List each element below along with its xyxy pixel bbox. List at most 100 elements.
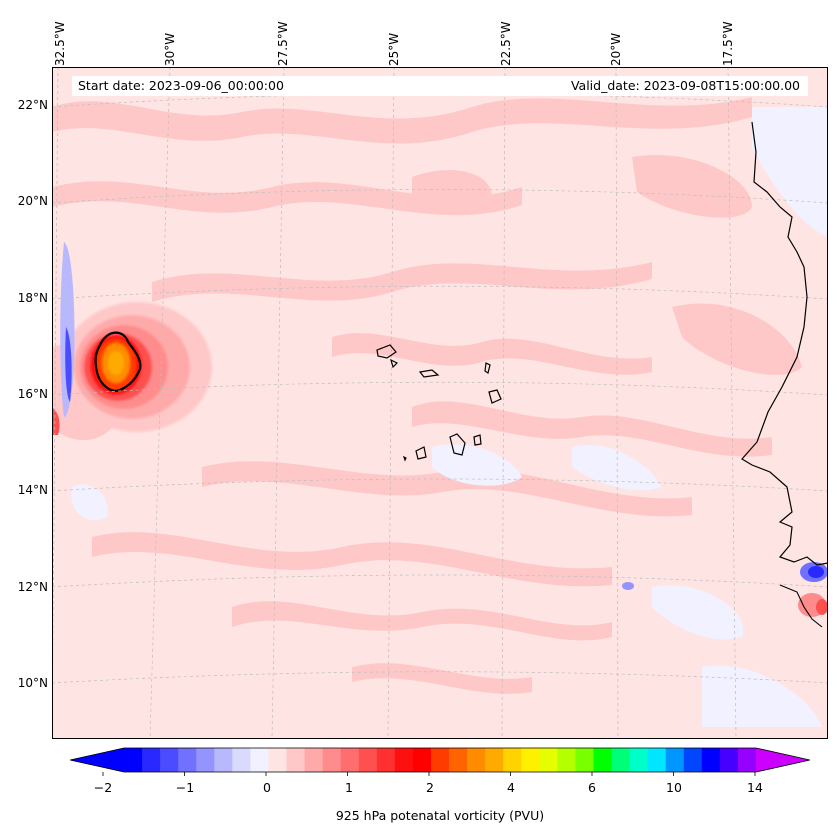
pv-contour-level: [108, 351, 124, 375]
longitude-label: 30°W: [163, 32, 177, 66]
pv-threshold-contour: [94, 331, 142, 392]
colorbar-segment: [593, 748, 613, 772]
colorbar-segment: [340, 748, 360, 772]
pv-streak: [232, 601, 612, 641]
colorbar-segment: [737, 748, 757, 772]
pv-streak: [52, 97, 752, 144]
colorbar-segment: [521, 748, 540, 772]
latitude-label: 18°N: [17, 291, 48, 305]
island: [390, 358, 399, 369]
colorbar-segment: [394, 748, 414, 772]
coastline-segment: [779, 584, 823, 628]
colorbar-tick-label: 2: [426, 780, 434, 795]
pv-low-contours: [52, 97, 802, 694]
date-header: Start date: 2023-09-06_00:00:00 Valid_da…: [72, 76, 808, 96]
pv-patch: [652, 585, 744, 640]
colorbar-segment: [124, 748, 143, 772]
colorbar-segment: [701, 748, 721, 772]
colorbar-tick-label: −1: [175, 780, 195, 795]
colorbar-tick-label: 4: [507, 780, 515, 795]
start-date-text: Start date: 2023-09-06_00:00:00: [78, 78, 284, 93]
pv-streak: [332, 333, 652, 375]
island: [376, 344, 397, 359]
pv-contour-level: [52, 407, 60, 435]
colorbar-segment: [358, 748, 378, 772]
colorbar-segment: [286, 748, 306, 772]
island: [488, 389, 502, 404]
colorbar-extend-low: [70, 748, 124, 772]
pv-streak: [202, 461, 692, 517]
pv-contour-level: [808, 566, 824, 578]
pv-streak: [92, 532, 612, 587]
pv-contour-level: [816, 599, 828, 615]
colorbar-tick-label: −2: [93, 780, 113, 795]
colorbar-segment: [322, 748, 342, 772]
island: [402, 455, 407, 462]
colorbar-segment: [449, 748, 468, 772]
colorbar-segment: [719, 748, 739, 772]
colorbar-segment: [304, 748, 324, 772]
colorbar-segment: [539, 748, 558, 772]
latitude-label: 12°N: [17, 580, 48, 594]
pv-streak: [412, 401, 772, 457]
colorbar-segment: [430, 748, 450, 772]
pv-patch: [71, 484, 108, 521]
pv-vortex: [62, 302, 212, 432]
longitude-label: 25°W: [387, 32, 401, 66]
colorbar-segment: [611, 748, 631, 772]
latitude-label: 10°N: [17, 676, 48, 690]
longitude-label: 27.5°W: [276, 21, 290, 66]
colorbar-segment: [485, 748, 504, 772]
pv-blob: [412, 169, 492, 213]
colorbar-tick-label: 10: [666, 780, 682, 795]
colorbar-segment: [250, 748, 270, 772]
colorbar-segment: [412, 748, 432, 772]
pv-patch: [752, 107, 828, 237]
pv-negative-band: [52, 242, 75, 435]
island: [449, 433, 466, 456]
pv-contour-level: [65, 327, 72, 402]
pv-streak: [352, 663, 532, 694]
longitude-label: 32.5°W: [53, 21, 67, 66]
pv-coastal-feature: [622, 562, 828, 617]
island: [415, 446, 427, 460]
cape-verde-islands: [376, 344, 502, 462]
africa-coastline: [741, 121, 828, 566]
colorbar-segment: [629, 748, 649, 772]
colorbar-segment: [503, 748, 522, 772]
pv-negative-patches: [71, 107, 828, 727]
latitude-label: 20°N: [17, 194, 48, 208]
colorbar-segment: [196, 748, 215, 772]
longitude-label: 17.5°W: [721, 21, 735, 66]
colorbar-segment: [232, 748, 251, 772]
colorbar-tick-label: 0: [263, 780, 271, 795]
colorbar-tick-label: 6: [588, 780, 596, 795]
latitude-label: 14°N: [17, 483, 48, 497]
colorbar-extend-high: [756, 748, 810, 772]
colorbar-segment: [178, 748, 197, 772]
colorbar-outline: [70, 747, 810, 773]
map-panel: [52, 67, 828, 739]
island: [484, 362, 491, 374]
pv-patch: [702, 665, 822, 727]
colorbar-tick-label: 14: [747, 780, 763, 795]
colorbar-tick-label: 1: [345, 780, 353, 795]
colorbar-segment: [160, 748, 179, 772]
colorbar: [70, 747, 810, 776]
pv-blob: [632, 155, 752, 218]
pv-patch: [432, 444, 522, 486]
colorbar-segment: [575, 748, 595, 772]
colorbar-segment: [376, 748, 396, 772]
colorbar-segment: [467, 748, 486, 772]
island: [473, 434, 482, 446]
latitude-label: 16°N: [17, 387, 48, 401]
colorbar-segment: [214, 748, 233, 772]
colorbar-segment: [647, 748, 667, 772]
pv-streak: [152, 262, 652, 302]
colorbar-segment: [665, 748, 685, 772]
longitude-label: 20°W: [609, 32, 623, 66]
pv-streak: [52, 181, 522, 216]
colorbar-segment: [142, 748, 161, 772]
map-frame: [52, 67, 828, 739]
